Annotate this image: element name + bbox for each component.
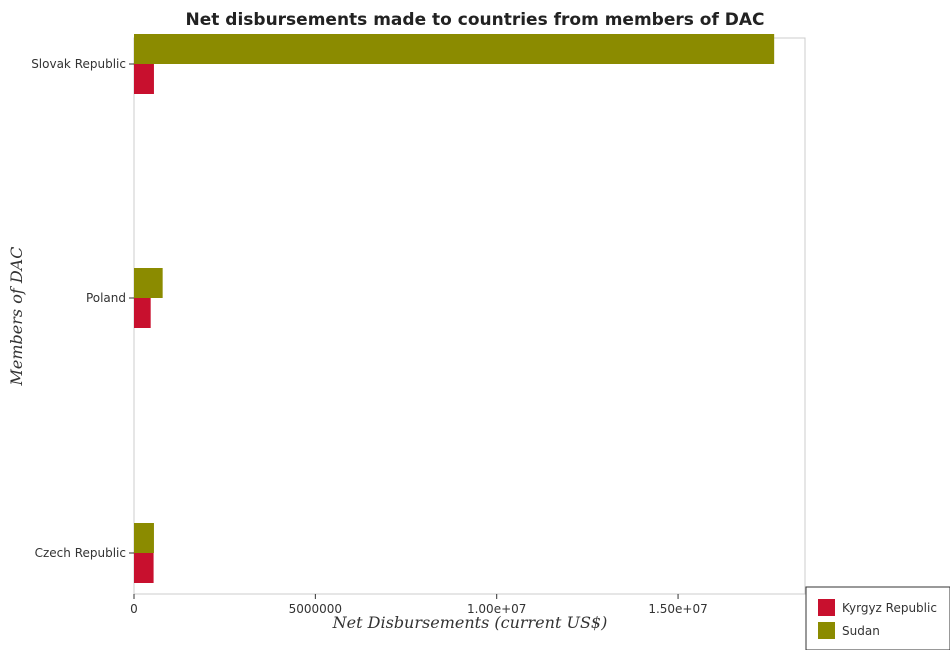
y-tick-label: Czech Republic (35, 546, 126, 560)
bar-sudan-poland (134, 268, 163, 298)
x-axis-label: Net Disbursements (current US$) (332, 613, 608, 632)
legend: Kyrgyz Republic Sudan (805, 586, 950, 650)
x-tick-label: 5000000 (289, 602, 342, 616)
bar-kyrgyz-republic-slovak-republic (134, 64, 154, 94)
legend-label-kyrgyz-republic: Kyrgyz Republic (842, 601, 937, 615)
legend-swatch-kyrgyz-republic (818, 599, 835, 616)
bar-sudan-slovak-republic (134, 34, 775, 64)
chart-title: Net disbursements made to countries from… (185, 10, 764, 30)
x-axis-ticks: 0 5000000 1.00e+07 1.50e+07 (130, 594, 708, 616)
plot-area (133, 37, 806, 595)
x-tick-label: 0 (130, 602, 138, 616)
legend-label-sudan: Sudan (842, 624, 880, 638)
x-tick-label: 1.50e+07 (648, 602, 707, 616)
y-tick-label: Poland (86, 291, 126, 305)
legend-box (805, 586, 950, 650)
y-axis-label: Members of DAC (7, 247, 26, 387)
y-tick-label: Slovak Republic (31, 57, 126, 71)
bars-layer (134, 34, 775, 583)
x-tick-label: 1.00e+07 (467, 602, 526, 616)
bar-kyrgyz-republic-poland (134, 298, 151, 328)
y-axis-ticks: Czech Republic Poland Slovak Republic (31, 57, 134, 560)
bar-kyrgyz-republic-czech-republic (134, 553, 154, 583)
bar-sudan-czech-republic (134, 523, 154, 553)
legend-swatch-sudan (818, 622, 835, 639)
